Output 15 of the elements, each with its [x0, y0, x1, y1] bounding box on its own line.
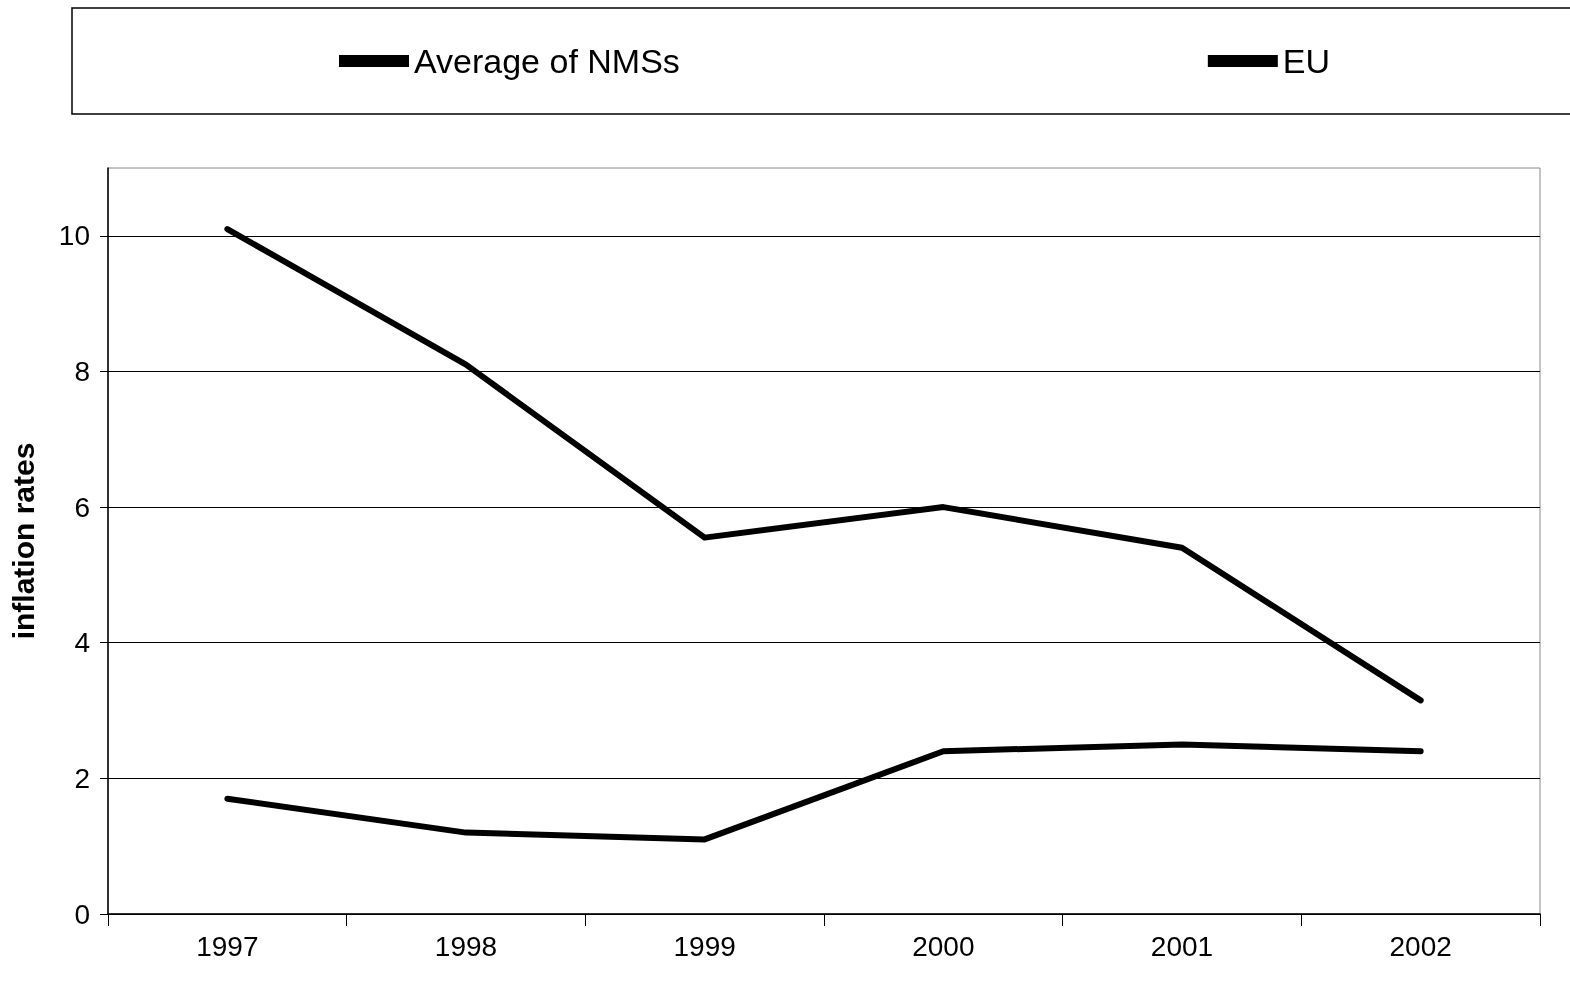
y-tick-label: 10 [58, 220, 90, 252]
y-tick-label: 2 [74, 762, 90, 794]
x-tick-label: 1998 [434, 930, 498, 962]
y-tick-label: 8 [74, 355, 90, 387]
x-tick-label: 2001 [1150, 930, 1214, 962]
y-tick-label: 4 [74, 627, 90, 659]
x-tick-label: 1997 [196, 930, 259, 962]
y-tick-label: 0 [74, 898, 90, 930]
x-tick-label: 2000 [912, 930, 975, 962]
x-tick-label: 2002 [1389, 930, 1452, 962]
legend-label: Average of NMSs [414, 42, 680, 80]
y-axis-title: inflation rates [6, 442, 40, 640]
y-tick-label: 6 [74, 491, 90, 523]
x-tick-label: 1999 [673, 930, 736, 962]
legend-label: EU [1282, 42, 1331, 80]
